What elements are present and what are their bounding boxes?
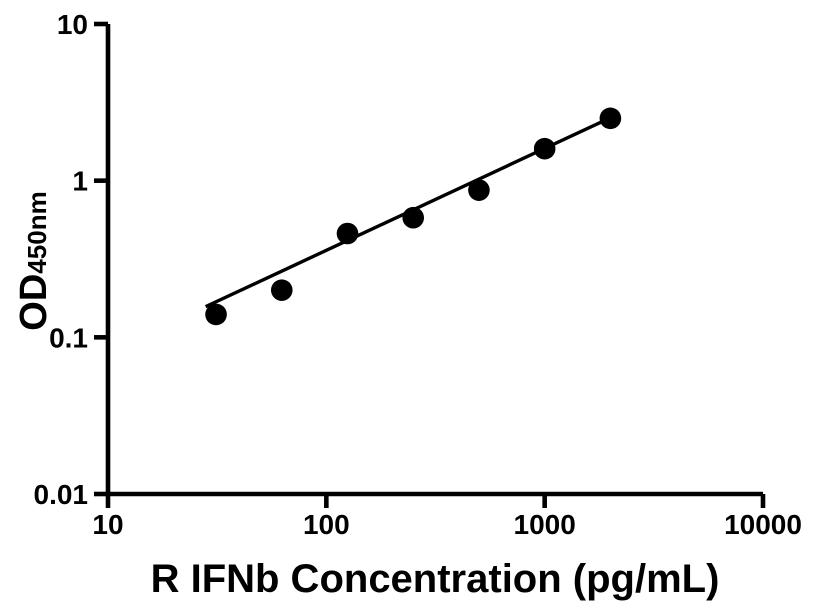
x-tick-label: 10000 <box>724 509 802 540</box>
data-series <box>204 107 622 326</box>
x-axis-title: R IFNb Concentration (pg/mL) <box>151 557 720 601</box>
data-point <box>599 107 622 130</box>
data-point <box>205 303 227 326</box>
y-axis-title: OD450nm <box>13 191 55 330</box>
y-tick-label: 10 <box>57 9 88 40</box>
data-point <box>533 137 556 160</box>
x-tick-label: 100 <box>303 509 350 540</box>
y-tick-label: 0.01 <box>34 479 89 510</box>
x-tick-label: 10 <box>92 509 123 540</box>
y-axis-title-sub: 450nm <box>22 191 52 273</box>
tick-marks <box>94 21 766 508</box>
y-tick-label: 1 <box>72 166 88 197</box>
data-point <box>468 179 490 201</box>
y-tick-label: 0.1 <box>49 322 88 353</box>
data-point <box>402 206 425 229</box>
axis-frame <box>105 24 763 497</box>
axes <box>105 24 763 497</box>
data-point <box>270 279 293 301</box>
x-tick-label: 1000 <box>514 509 576 540</box>
tick-labels: 0.01 0.1 1 10 10 100 1000 10000 <box>34 9 802 540</box>
data-point <box>336 222 359 245</box>
y-axis-title-main: OD <box>13 274 55 331</box>
